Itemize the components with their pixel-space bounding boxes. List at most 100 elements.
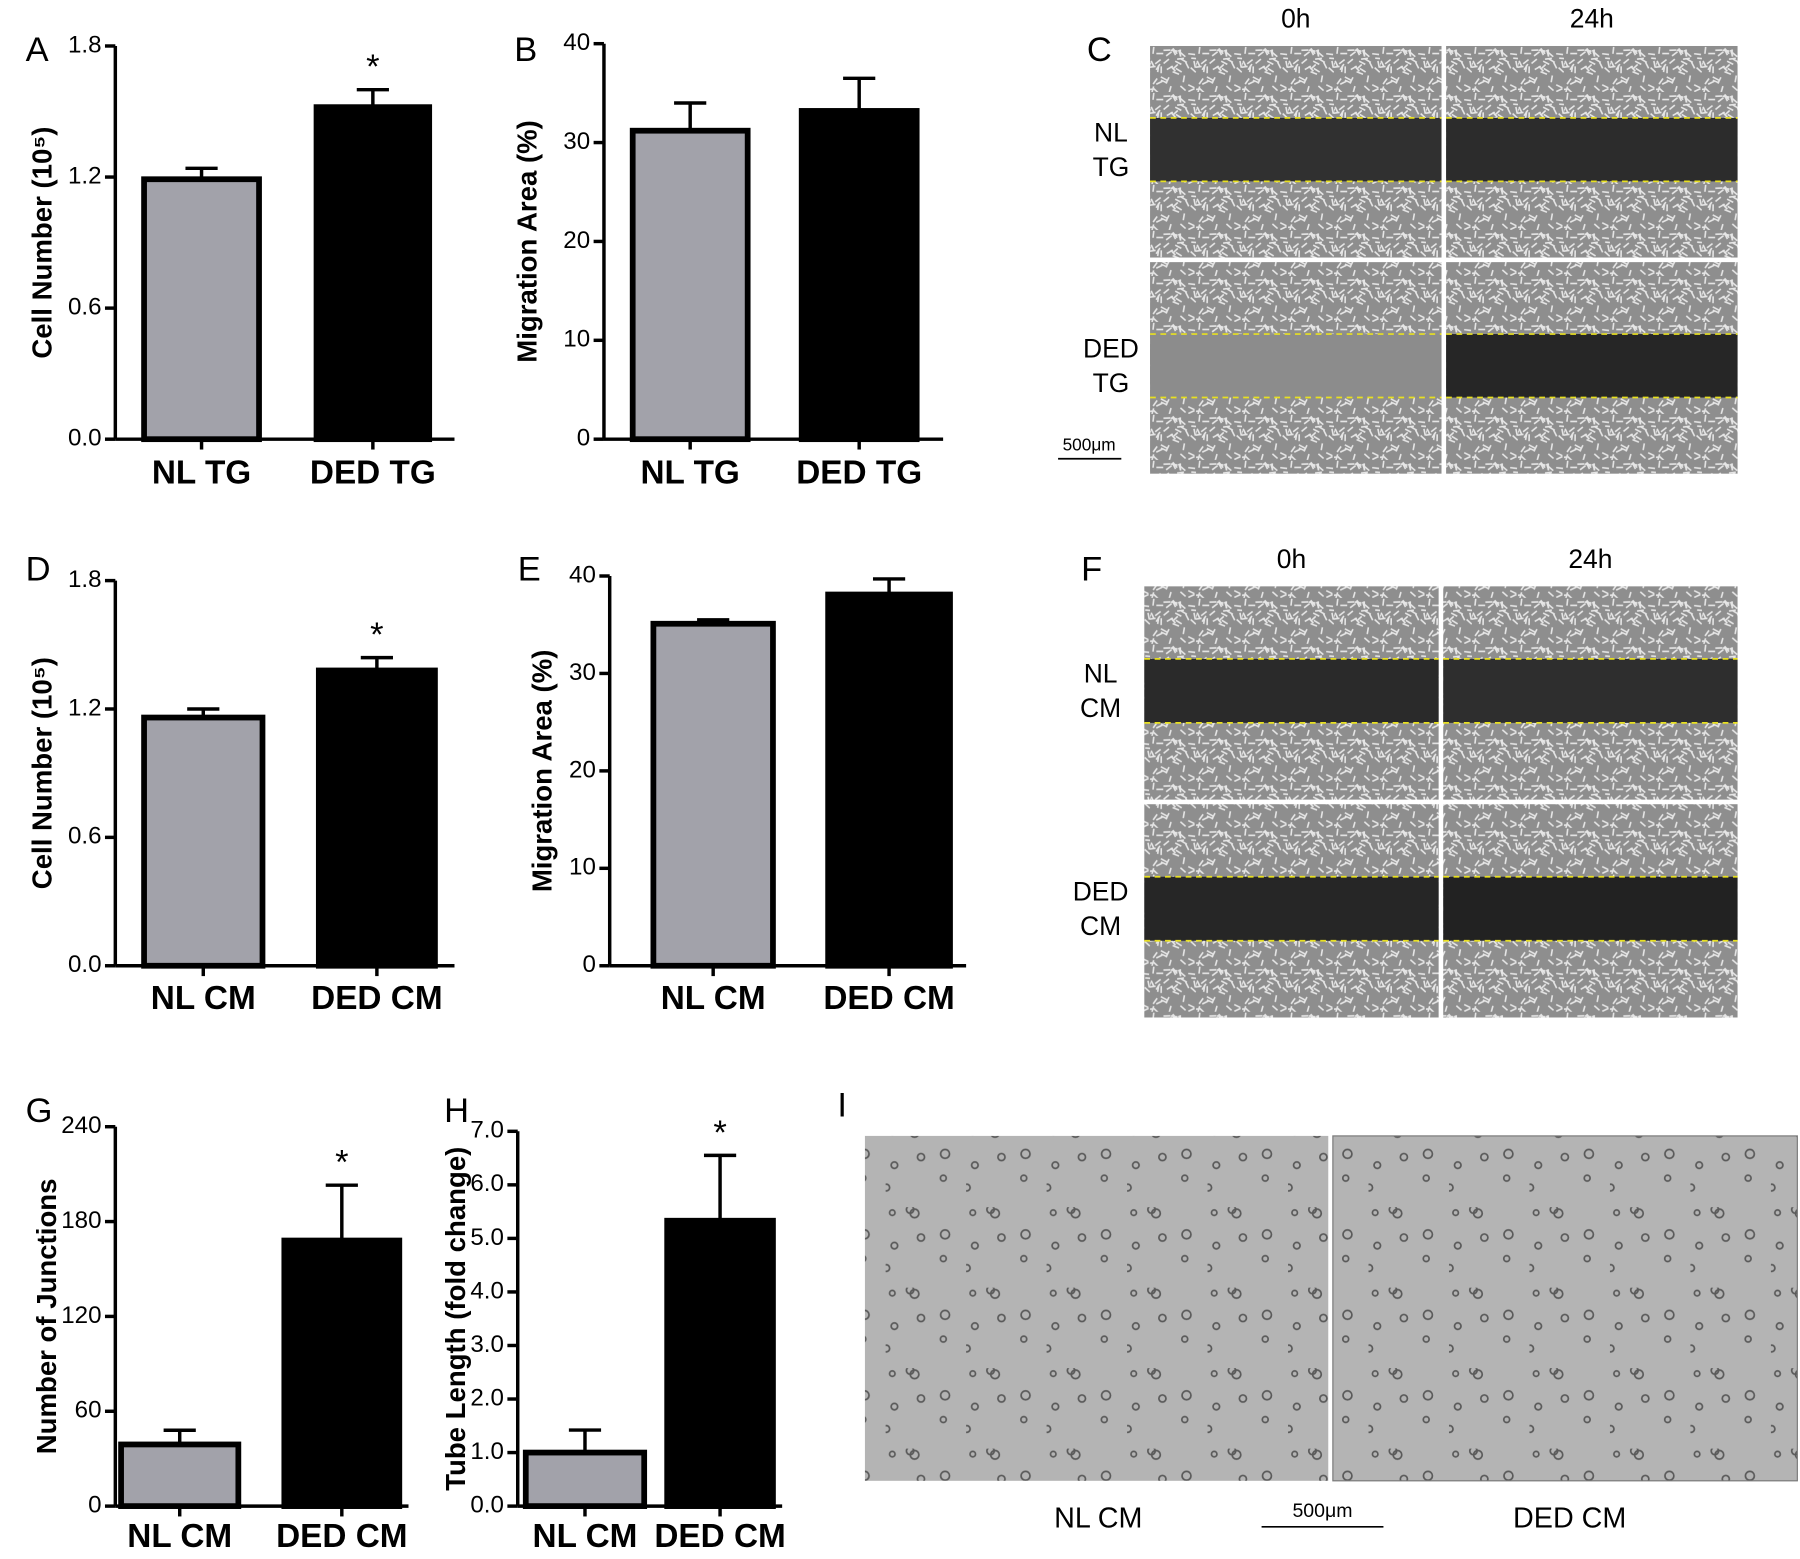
y-tick-label: 0.6 — [68, 823, 102, 850]
panel-label: A — [26, 31, 49, 69]
y-tick-label: 0 — [577, 425, 590, 452]
y-tick-label: 0 — [582, 951, 595, 978]
bar — [315, 667, 438, 969]
panel-label: G — [26, 1092, 53, 1130]
y-axis-label: Cell Number (10⁵) — [26, 657, 57, 889]
wound-gap — [1443, 658, 1738, 723]
y-axis-label: Number of Junctions — [31, 1179, 62, 1455]
x-tick-label: NL TG — [152, 455, 251, 492]
y-tick-label: 1.8 — [68, 566, 102, 593]
y-tick-label: 1.2 — [68, 162, 102, 189]
y-tick-label: 20 — [569, 756, 596, 783]
row-label: DED — [1083, 334, 1139, 364]
scale-bar-label: 500μm — [1063, 435, 1116, 455]
bar — [281, 1237, 403, 1509]
y-tick-label: 2.0 — [470, 1384, 504, 1411]
y-tick-label: 0 — [88, 1491, 101, 1518]
bar — [629, 127, 751, 443]
column-header: 0h — [1277, 544, 1306, 574]
x-tick-label: NL CM — [127, 1518, 232, 1555]
image-caption: NL CM — [1054, 1503, 1142, 1535]
bar — [664, 1217, 776, 1509]
micrograph — [864, 1135, 1329, 1481]
y-tick-label: 7.0 — [470, 1117, 504, 1144]
error-bar — [843, 76, 876, 111]
x-tick-label: DED TG — [310, 455, 436, 492]
panel-label: D — [26, 551, 51, 589]
panel-label: B — [514, 31, 537, 69]
y-tick-label: 20 — [563, 227, 590, 254]
wound-gap — [1144, 876, 1439, 941]
wound-gap — [1446, 334, 1738, 398]
x-tick-label: NL TG — [640, 455, 739, 492]
wound-gap — [1150, 117, 1442, 182]
y-tick-label: 0.6 — [68, 293, 102, 320]
row-label: TG — [1093, 152, 1130, 182]
y-tick-label: 30 — [569, 659, 596, 686]
bar — [650, 620, 776, 969]
y-axis-label: Tube Length (fold change) — [440, 1147, 471, 1491]
scale-bar-label: 500μm — [1292, 1500, 1352, 1522]
y-tick-label: 60 — [75, 1397, 102, 1424]
panel-label: C — [1087, 31, 1112, 69]
bar — [141, 176, 262, 443]
x-tick-label: DED TG — [796, 455, 922, 492]
error-bar — [674, 101, 707, 131]
error-bar — [356, 87, 389, 108]
y-tick-label: 1.2 — [68, 694, 102, 721]
wound-gap — [1443, 876, 1738, 941]
y-tick-label: 6.0 — [470, 1170, 504, 1197]
micrograph-network — [1332, 1135, 1798, 1482]
x-tick-label: DED CM — [654, 1518, 785, 1555]
x-tick-label: DED CM — [311, 980, 442, 1017]
bar — [798, 108, 920, 443]
y-tick-label: 3.0 — [470, 1331, 504, 1358]
y-tick-label: 10 — [563, 326, 590, 353]
y-tick-label: 5.0 — [470, 1224, 504, 1251]
y-tick-label: 240 — [61, 1112, 101, 1139]
significance-marker: * — [335, 1144, 348, 1182]
column-header: 24h — [1568, 544, 1612, 574]
error-bar — [703, 1153, 737, 1221]
y-tick-label: 1.0 — [470, 1438, 504, 1465]
y-tick-label: 10 — [569, 854, 596, 881]
y-tick-label: 30 — [563, 128, 590, 155]
row-label: TG — [1093, 368, 1130, 398]
panel-label: F — [1081, 551, 1102, 589]
bar — [825, 591, 953, 969]
bar — [118, 1441, 242, 1509]
x-tick-label: NL CM — [533, 1518, 638, 1555]
panel-label: E — [518, 551, 541, 589]
row-label: CM — [1080, 911, 1121, 941]
significance-marker: * — [370, 616, 383, 654]
y-tick-label: 1.8 — [68, 31, 102, 58]
y-tick-label: 180 — [61, 1207, 101, 1234]
column-header: 0h — [1281, 4, 1310, 34]
x-tick-label: NL CM — [661, 980, 766, 1017]
bar — [313, 104, 433, 443]
row-label: DED — [1073, 877, 1129, 907]
panel-label: I — [837, 1086, 847, 1124]
y-tick-label: 4.0 — [470, 1277, 504, 1304]
significance-marker: * — [366, 48, 379, 86]
row-label: NL — [1084, 659, 1118, 689]
error-bar — [568, 1428, 602, 1453]
x-tick-label: NL CM — [151, 980, 256, 1017]
significance-marker: * — [713, 1114, 726, 1152]
y-axis-label: Migration Area (%) — [512, 120, 543, 363]
x-tick-label: DED CM — [276, 1518, 407, 1555]
wound-gap — [1446, 117, 1738, 182]
y-tick-label: 40 — [569, 561, 596, 588]
wound-gap — [1144, 658, 1439, 723]
panel-label: H — [444, 1092, 469, 1130]
wound-gap — [1150, 334, 1442, 398]
x-tick-label: DED CM — [823, 980, 954, 1017]
y-tick-label: 0.0 — [470, 1491, 504, 1518]
y-tick-label: 0.0 — [68, 951, 102, 978]
error-bar — [325, 1183, 358, 1241]
y-tick-label: 120 — [61, 1302, 101, 1329]
y-axis-label: Migration Area (%) — [526, 650, 557, 893]
y-axis-label: Cell Number (10⁵) — [26, 127, 57, 359]
y-tick-label: 0.0 — [68, 425, 102, 452]
row-label: NL — [1094, 117, 1128, 147]
